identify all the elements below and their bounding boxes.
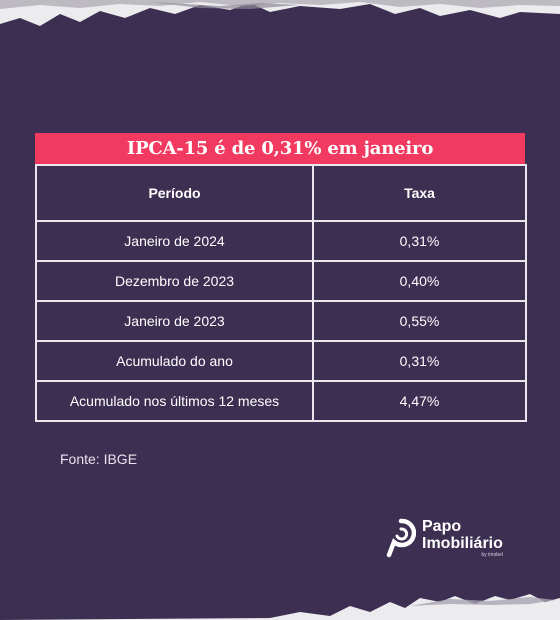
period-cell: Acumulado do ano bbox=[35, 340, 314, 382]
rate-cell: 4,47% bbox=[312, 380, 527, 422]
brand-name-line2: Imobiliário bbox=[422, 534, 503, 552]
period-cell: Janeiro de 2023 bbox=[35, 300, 314, 342]
table-header-row: Período Taxa bbox=[35, 164, 527, 222]
table-row: Dezembro de 2023 0,40% bbox=[35, 260, 527, 302]
brand-text: Papo Imobiliário by imobel bbox=[422, 518, 503, 558]
papo-logo-icon bbox=[386, 518, 416, 557]
rate-cell: 0,55% bbox=[312, 300, 527, 342]
rate-cell: 0,40% bbox=[312, 260, 527, 302]
table-row: Janeiro de 2024 0,31% bbox=[35, 220, 527, 262]
brand-name-line1: Papo bbox=[422, 517, 462, 535]
header-rate: Taxa bbox=[312, 164, 527, 222]
table-row: Janeiro de 2023 0,55% bbox=[35, 300, 527, 342]
rates-table: Período Taxa Janeiro de 2024 0,31% Dezem… bbox=[35, 164, 527, 422]
period-cell: Dezembro de 2023 bbox=[35, 260, 314, 302]
torn-paper-top bbox=[0, 0, 560, 26]
brand-byline: by imobel bbox=[481, 551, 503, 558]
period-cell: Acumulado nos últimos 12 meses bbox=[35, 380, 314, 422]
rate-cell: 0,31% bbox=[312, 220, 527, 262]
table-row: Acumulado do ano 0,31% bbox=[35, 340, 527, 382]
header-period: Período bbox=[35, 164, 314, 222]
brand-logo: Papo Imobiliário by imobel bbox=[386, 515, 536, 560]
table-title: IPCA-15 é de 0,31% em janeiro bbox=[35, 133, 525, 164]
source-note: Fonte: IBGE bbox=[60, 451, 138, 467]
table-row: Acumulado nos últimos 12 meses 4,47% bbox=[35, 380, 527, 422]
period-cell: Janeiro de 2024 bbox=[35, 220, 314, 262]
ipca-table-card: IPCA-15 é de 0,31% em janeiro Período Ta… bbox=[35, 133, 527, 422]
torn-paper-bottom bbox=[0, 594, 560, 620]
rate-cell: 0,31% bbox=[312, 340, 527, 382]
